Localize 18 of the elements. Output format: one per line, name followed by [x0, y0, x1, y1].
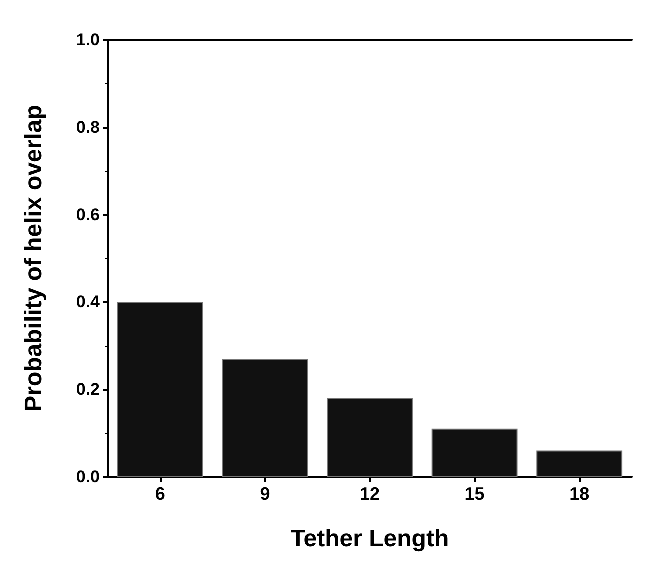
y-tick-label: 0.0 [76, 468, 100, 486]
x-tick-label: 12 [360, 484, 380, 504]
y-tick-label: 0.4 [76, 292, 101, 312]
x-tick-label: 6 [155, 484, 166, 504]
bar [536, 450, 623, 477]
x-tick-label: 9 [260, 484, 270, 504]
bar [327, 398, 413, 477]
bar [432, 428, 518, 477]
y-tick-label: 0.8 [76, 118, 100, 137]
x-tick-label: 15 [464, 484, 485, 504]
x-axis-title: Tether Length [290, 526, 450, 552]
x-tick-label: 18 [570, 484, 590, 504]
y-axis-title: Probability of helix overlap [20, 105, 48, 412]
bar [117, 302, 204, 477]
y-tick-label: 1.0 [76, 30, 100, 50]
bar [222, 359, 308, 477]
y-tick-label: 0.2 [76, 380, 100, 400]
y-tick-label: 0.6 [76, 205, 100, 224]
